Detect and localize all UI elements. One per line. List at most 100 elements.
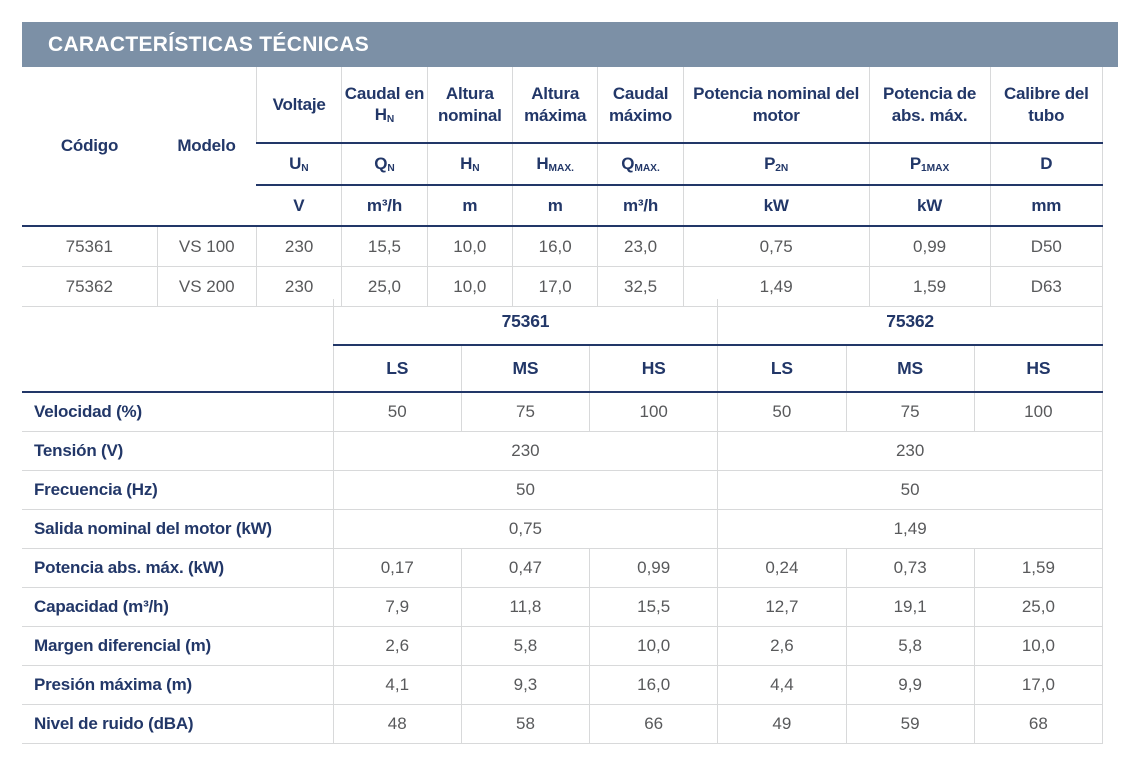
spec-cell: 75361 bbox=[22, 225, 158, 267]
symbol-qn: QN bbox=[341, 143, 428, 186]
row-label: Velocidad (%) bbox=[22, 391, 334, 432]
table-row-frecuencia: Frecuencia (Hz) 50 50 bbox=[22, 470, 1103, 510]
spec-cell: 0,99 bbox=[868, 225, 991, 267]
value-cell: 2,6 bbox=[332, 626, 462, 666]
table-row-potencia-abs: Potencia abs. máx. (kW) 0,17 0,47 0,99 0… bbox=[22, 548, 1104, 588]
col-header-caudal-maximo: Caudal máximo bbox=[597, 67, 684, 144]
speed-header-ms: MS bbox=[460, 345, 590, 393]
symbol-un: UN bbox=[256, 143, 342, 186]
value-cell: 49 bbox=[717, 704, 846, 744]
row-label: Salida nominal del motor (kW) bbox=[22, 509, 334, 549]
value-cell: 1,49 bbox=[717, 509, 1103, 549]
unit-cell: m bbox=[426, 185, 513, 227]
unit-cell: V bbox=[256, 185, 342, 227]
model-group-header-75362: 75362 bbox=[717, 299, 1103, 346]
spec-cell: 23,0 bbox=[597, 225, 684, 267]
row-label: Frecuencia (Hz) bbox=[22, 470, 334, 510]
value-cell: 9,9 bbox=[845, 665, 975, 705]
unit-cell: kW bbox=[682, 185, 870, 227]
value-cell: 5,8 bbox=[460, 626, 590, 666]
table-row-tension: Tensión (V) 230 230 bbox=[22, 431, 1103, 471]
spec-cell: 230 bbox=[255, 266, 342, 307]
spec-cell: 10,0 bbox=[426, 225, 513, 267]
model-group-header-75361: 75361 bbox=[332, 299, 718, 346]
value-cell: 0,75 bbox=[332, 509, 718, 549]
col-header-modelo: Modelo bbox=[157, 67, 257, 227]
col-header-codigo: Código bbox=[22, 67, 158, 227]
spec-cell: 75362 bbox=[22, 266, 158, 307]
speed-table: 75361 75362 LS MS HS LS MS HS Velocidad … bbox=[22, 299, 1104, 744]
value-cell: 230 bbox=[332, 431, 718, 471]
table-row-margen-diferencial: Margen diferencial (m) 2,6 5,8 10,0 2,6 … bbox=[22, 626, 1104, 666]
table-row-nivel-ruido: Nivel de ruido (dBA) 48 58 66 49 59 68 bbox=[22, 704, 1104, 744]
row-label: Margen diferencial (m) bbox=[22, 626, 334, 666]
value-cell: 68 bbox=[973, 704, 1104, 744]
col-header-potencia-abs: Potencia de abs. máx. bbox=[868, 67, 991, 144]
spec-cell: 15,5 bbox=[341, 225, 428, 267]
value-cell: 0,17 bbox=[332, 548, 462, 588]
value-cell: 10,0 bbox=[589, 626, 718, 666]
section-header-bar: CARACTERÍSTICAS TÉCNICAS bbox=[22, 22, 1118, 67]
symbol-hmax: HMAX. bbox=[512, 143, 598, 186]
value-cell: 1,59 bbox=[973, 548, 1104, 588]
value-cell: 66 bbox=[589, 704, 718, 744]
row-label: Tensión (V) bbox=[22, 431, 334, 471]
col-header-altura-maxima: Altura máxima bbox=[512, 67, 598, 144]
value-cell: 19,1 bbox=[845, 587, 975, 627]
value-cell: 0,73 bbox=[845, 548, 975, 588]
spec-cell: D50 bbox=[989, 225, 1104, 267]
unit-cell: m³/h bbox=[341, 185, 428, 227]
table-row-capacidad: Capacidad (m³/h) 7,9 11,8 15,5 12,7 19,1… bbox=[22, 587, 1104, 627]
value-cell: 50 bbox=[332, 470, 718, 510]
unit-cell: kW bbox=[868, 185, 991, 227]
unit-cell: m bbox=[512, 185, 598, 227]
value-cell: 12,7 bbox=[717, 587, 846, 627]
spec-table: Código Modelo Voltaje Caudal en HN Altur… bbox=[22, 67, 1104, 307]
symbol-qmax: QMAX. bbox=[597, 143, 684, 186]
value-cell: 10,0 bbox=[973, 626, 1104, 666]
value-cell: 100 bbox=[589, 391, 718, 432]
table-row-velocidad: Velocidad (%) 50 75 100 50 75 100 bbox=[22, 391, 1104, 432]
value-cell: 100 bbox=[973, 391, 1104, 432]
row-label: Capacidad (m³/h) bbox=[22, 587, 334, 627]
value-cell: 0,47 bbox=[460, 548, 590, 588]
table-row-salida-nominal: Salida nominal del motor (kW) 0,75 1,49 bbox=[22, 509, 1103, 549]
symbol-p2n: P2N bbox=[682, 143, 870, 186]
value-cell: 75 bbox=[460, 391, 590, 432]
value-cell: 4,4 bbox=[717, 665, 846, 705]
spec-cell: VS 100 bbox=[156, 225, 257, 267]
value-cell: 11,8 bbox=[460, 587, 590, 627]
col-header-caudal-hn: Caudal en HN bbox=[341, 67, 428, 144]
col-header-potencia-nominal: Potencia nominal del motor bbox=[682, 67, 870, 144]
spec-row-75361: 75361 VS 100 230 15,5 10,0 16,0 23,0 0,7… bbox=[22, 225, 1104, 267]
col-header-altura-nominal: Altura nominal bbox=[426, 67, 513, 144]
speed-header-hs: HS bbox=[973, 345, 1104, 393]
value-cell: 58 bbox=[460, 704, 590, 744]
value-cell: 0,24 bbox=[717, 548, 846, 588]
spec-cell: 0,75 bbox=[682, 225, 870, 267]
value-cell: 16,0 bbox=[589, 665, 718, 705]
symbol-d: D bbox=[989, 143, 1104, 186]
table-row-presion-maxima: Presión máxima (m) 4,1 9,3 16,0 4,4 9,9 … bbox=[22, 665, 1104, 705]
value-cell: 230 bbox=[717, 431, 1103, 471]
value-cell: 2,6 bbox=[717, 626, 846, 666]
unit-cell: mm bbox=[989, 185, 1104, 227]
value-cell: 9,3 bbox=[460, 665, 590, 705]
value-cell: 50 bbox=[332, 391, 462, 432]
row-label: Presión máxima (m) bbox=[22, 665, 334, 705]
value-cell: 50 bbox=[717, 470, 1103, 510]
spec-cell: VS 200 bbox=[156, 266, 257, 307]
value-cell: 15,5 bbox=[589, 587, 718, 627]
value-cell: 75 bbox=[845, 391, 975, 432]
row-label: Potencia abs. máx. (kW) bbox=[22, 548, 334, 588]
speed-header-hs: HS bbox=[589, 345, 718, 393]
value-cell: 59 bbox=[845, 704, 975, 744]
col-header-voltaje: Voltaje bbox=[255, 67, 342, 144]
section-title: CARACTERÍSTICAS TÉCNICAS bbox=[48, 32, 370, 56]
speed-header-ls: LS bbox=[717, 345, 846, 393]
symbol-p1max: P1MAX bbox=[868, 143, 991, 186]
value-cell: 0,99 bbox=[589, 548, 718, 588]
blank-cell bbox=[22, 299, 333, 345]
row-label: Nivel de ruido (dBA) bbox=[22, 704, 334, 744]
